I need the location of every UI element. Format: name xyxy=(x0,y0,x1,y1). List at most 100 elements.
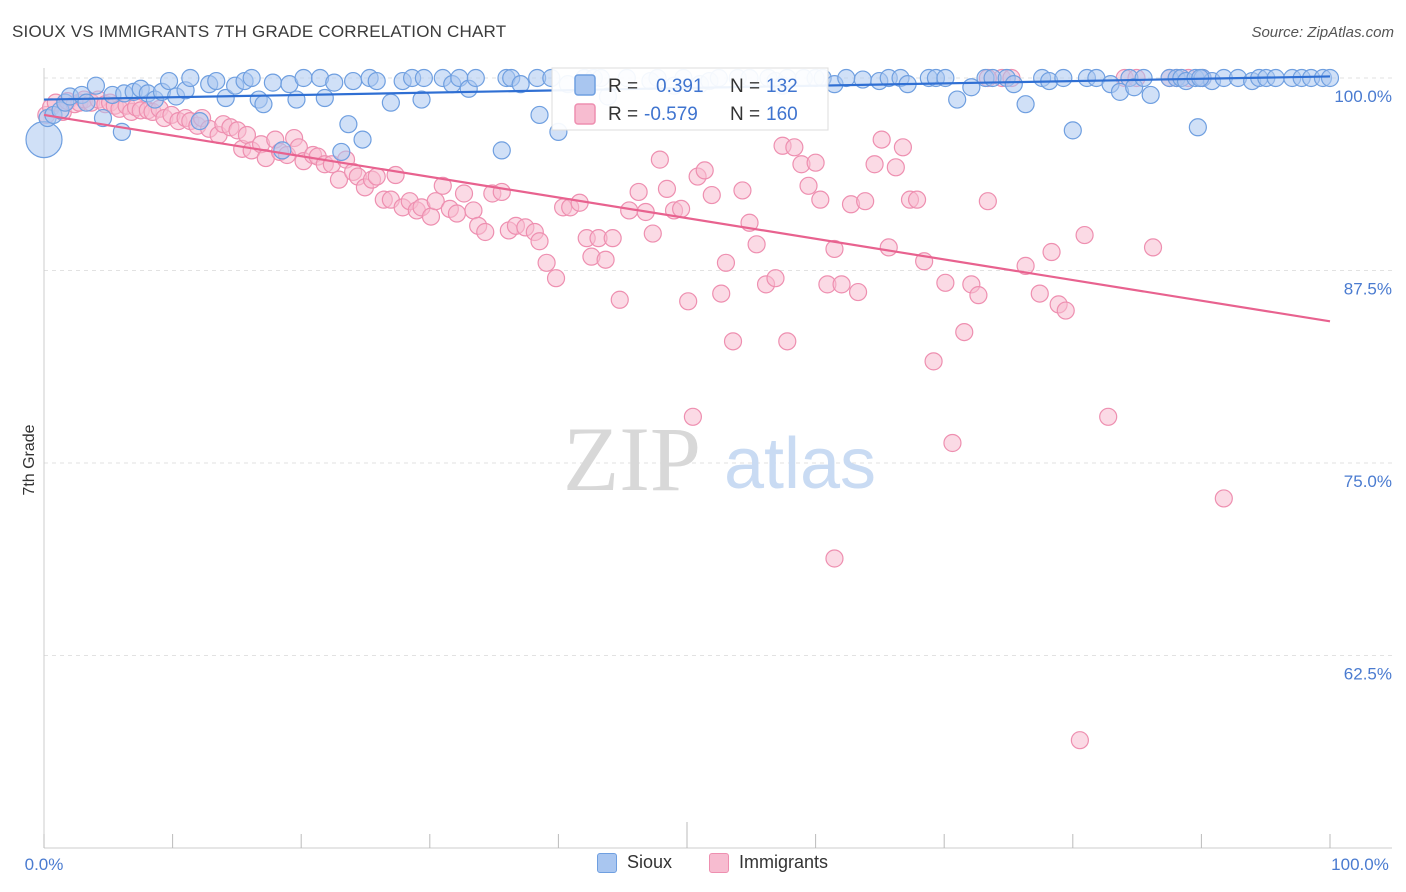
immigrants-trend-line xyxy=(43,113,1331,323)
immigrants-point xyxy=(879,238,898,257)
sioux-point xyxy=(466,68,485,88)
immigrants-point xyxy=(421,207,441,226)
legend-sioux-n-label: N = xyxy=(730,76,760,97)
immigrants-point xyxy=(1070,731,1089,750)
immigrants-point xyxy=(799,176,818,195)
immigrants-point xyxy=(433,176,452,195)
immigrants-point xyxy=(447,204,467,223)
y-tick-label: 100.0% xyxy=(1334,87,1392,106)
sioux-point xyxy=(216,88,235,108)
sioux-point xyxy=(414,68,434,88)
grid-lines xyxy=(44,77,1392,656)
sioux-point xyxy=(344,71,363,91)
immigrants-point xyxy=(1042,242,1061,262)
immigrants-point xyxy=(1143,238,1163,257)
immigrants-point xyxy=(969,286,988,305)
sioux-point xyxy=(77,93,96,112)
axes xyxy=(43,68,1392,849)
sioux-point xyxy=(25,121,63,159)
y-tick-label: 62.5% xyxy=(1344,665,1392,684)
tick-labels: 100.0% 87.5% 75.0% 62.5% 0.0% 100.0% xyxy=(25,87,1392,874)
chart-title: SIOUX VS IMMIGRANTS 7TH GRADE CORRELATIO… xyxy=(12,22,507,41)
immigrants-point xyxy=(1056,301,1075,320)
immigrants-point xyxy=(476,222,495,242)
immigrants-point xyxy=(1214,489,1233,508)
immigrants-point xyxy=(530,232,549,251)
immigrants-point xyxy=(426,192,445,211)
legend-swatch-sioux xyxy=(574,74,596,96)
sioux-point xyxy=(1134,68,1153,88)
immigrants-point xyxy=(856,192,875,211)
bottom-legend: Sioux Immigrants xyxy=(0,852,1406,880)
sioux-point xyxy=(263,73,282,92)
immigrants-point xyxy=(492,182,511,202)
sioux-point xyxy=(1063,121,1082,140)
immigrants-point xyxy=(747,235,766,254)
sioux-point xyxy=(367,71,386,91)
immigrants-point xyxy=(610,290,629,309)
immigrants-point xyxy=(785,138,804,157)
source-label: Source: ZipAtlas.com xyxy=(1251,24,1394,41)
legend-immigrants-r-value: -0.579 xyxy=(644,104,698,125)
immigrants-point xyxy=(766,269,785,288)
immigrants-point xyxy=(848,282,868,302)
immigrants-point xyxy=(454,184,474,203)
sioux-point xyxy=(511,75,530,94)
immigrants-point xyxy=(811,190,830,209)
immigrants-point xyxy=(907,190,927,209)
immigrants-point xyxy=(806,153,825,172)
sioux-point xyxy=(254,95,273,114)
sioux-point xyxy=(86,76,106,95)
sioux-point xyxy=(242,68,261,88)
immigrants-point xyxy=(716,253,736,272)
immigrants-point xyxy=(702,185,721,205)
immigrants-point xyxy=(367,167,386,186)
immigrants-point xyxy=(650,150,669,169)
legend-sioux-r-value: 0.391 xyxy=(656,76,704,97)
immigrants-point xyxy=(603,229,622,248)
legend-frame xyxy=(551,67,829,131)
bottom-legend-immigrants: Immigrants xyxy=(709,852,828,873)
watermark-atlas: atlas xyxy=(724,424,876,504)
immigrants-point xyxy=(943,433,962,453)
bottom-legend-immigrants-label: Immigrants xyxy=(739,852,829,872)
sioux-point xyxy=(315,88,334,108)
legend-sioux-r-label: R = xyxy=(608,76,638,97)
sioux-point xyxy=(1141,85,1160,105)
legend: R = 0.391 N = 132 R = -0.579 N = 160 xyxy=(551,67,829,131)
sioux-point xyxy=(353,130,372,149)
immigrants-point xyxy=(464,201,483,220)
legend-immigrants-n-value: 160 xyxy=(766,104,798,125)
immigrants-point xyxy=(596,250,615,269)
sioux-point xyxy=(207,71,226,91)
immigrants-point xyxy=(329,170,349,189)
sioux-point xyxy=(1320,68,1340,88)
sioux-point xyxy=(181,68,200,88)
sioux-point xyxy=(1004,75,1023,94)
immigrants-point xyxy=(893,138,913,157)
immigrants-point xyxy=(978,192,997,211)
legend-immigrants-r-label: R = xyxy=(608,104,638,125)
immigrants-point xyxy=(643,224,662,243)
immigrants-point xyxy=(695,161,714,180)
sioux-point xyxy=(948,90,967,109)
immigrants-point xyxy=(733,181,752,200)
sioux-point xyxy=(332,142,351,162)
sioux-point xyxy=(492,141,511,160)
immigrants-point xyxy=(825,239,844,259)
x-tick-label-max: 100.0% xyxy=(1331,855,1389,874)
sioux-point xyxy=(159,71,179,91)
immigrants-point xyxy=(546,269,566,288)
immigrants-point xyxy=(1075,225,1094,245)
immigrants-point xyxy=(886,158,905,177)
sioux-point xyxy=(325,73,344,92)
legend-immigrants-n-label: N = xyxy=(730,104,760,125)
immigrants-point xyxy=(537,253,556,272)
immigrants-point xyxy=(865,155,884,174)
immigrants-point xyxy=(1016,256,1035,275)
immigrants-point xyxy=(872,130,891,149)
immigrants-point xyxy=(657,179,677,198)
bottom-legend-immigrants-swatch xyxy=(709,852,729,873)
immigrants-point xyxy=(712,284,731,303)
